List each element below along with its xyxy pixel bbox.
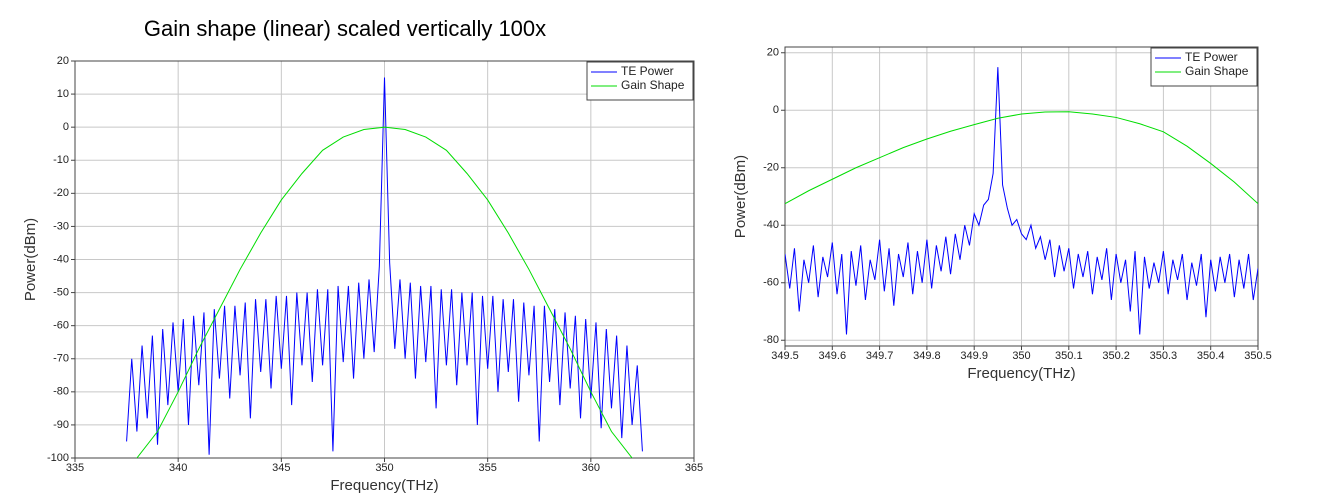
y-tick-label: 0 <box>63 121 69 133</box>
x-tick-label: 350.3 <box>1150 350 1178 362</box>
y-tick-label: -40 <box>763 219 779 231</box>
series-line <box>785 111 1258 205</box>
y-tick-label: -80 <box>763 334 779 346</box>
y-axis-label: Power(dBm) <box>732 155 749 238</box>
x-tick-label: 350 <box>1012 350 1030 362</box>
legend-label: TE Power <box>1185 50 1238 64</box>
x-tick-label: 350.5 <box>1244 350 1272 362</box>
x-tick-label: 349.7 <box>866 350 894 362</box>
x-tick-label: 350 <box>375 462 393 474</box>
y-tick-label: -50 <box>53 286 69 298</box>
legend-box <box>586 61 694 101</box>
x-tick-label: 365 <box>685 462 703 474</box>
x-tick-label: 355 <box>478 462 496 474</box>
y-tick-label: 0 <box>773 104 779 116</box>
y-tick-label: -80 <box>53 386 69 398</box>
legend-label: TE Power <box>621 64 674 78</box>
y-tick-label: -70 <box>53 353 69 365</box>
y-tick-label: 10 <box>57 88 69 100</box>
y-tick-label: 20 <box>57 55 69 67</box>
series-line <box>126 77 643 455</box>
x-tick-label: 345 <box>272 462 290 474</box>
plot-frame <box>784 46 1259 347</box>
x-tick-label: 350.4 <box>1197 350 1225 362</box>
y-tick-label: -60 <box>763 277 779 289</box>
y-tick-label: -10 <box>53 154 69 166</box>
chart: Gain shape (linear) scaled vertically 10… <box>22 16 703 494</box>
y-tick-label: -20 <box>763 162 779 174</box>
y-tick-label: -20 <box>53 187 69 199</box>
legend-label: Gain Shape <box>1185 64 1249 78</box>
y-tick-label: -90 <box>53 419 69 431</box>
chart: 349.5 349.6 349.7 349.8 349.9 350 350.1 350.2 35… <box>732 46 1272 382</box>
legend-label: Gain Shape <box>621 78 685 92</box>
y-axis-label: Power(dBm) <box>22 218 39 301</box>
x-axis-label: Frequency(THz) <box>967 365 1075 382</box>
x-tick-label: 335 <box>66 462 84 474</box>
x-tick-label: 340 <box>169 462 187 474</box>
y-tick-label: -60 <box>53 320 69 332</box>
x-tick-label: 360 <box>582 462 600 474</box>
x-tick-label: 349.5 <box>771 350 799 362</box>
y-tick-label: -40 <box>53 253 69 265</box>
x-tick-label: 349.6 <box>819 350 847 362</box>
legend-box <box>1150 47 1258 87</box>
y-tick-label: -30 <box>53 220 69 232</box>
x-tick-label: 350.1 <box>1055 350 1083 362</box>
y-tick-label: -100 <box>47 452 69 464</box>
plot-frame <box>74 60 695 459</box>
x-tick-label: 349.8 <box>913 350 941 362</box>
series-line <box>136 126 633 458</box>
y-tick-label: 20 <box>767 47 779 59</box>
x-tick-label: 349.9 <box>960 350 988 362</box>
series-line <box>785 67 1258 335</box>
x-tick-label: 350.2 <box>1102 350 1130 362</box>
x-axis-label: Frequency(THz) <box>330 477 438 494</box>
chart-title: Gain shape (linear) scaled vertically 10… <box>144 16 546 41</box>
